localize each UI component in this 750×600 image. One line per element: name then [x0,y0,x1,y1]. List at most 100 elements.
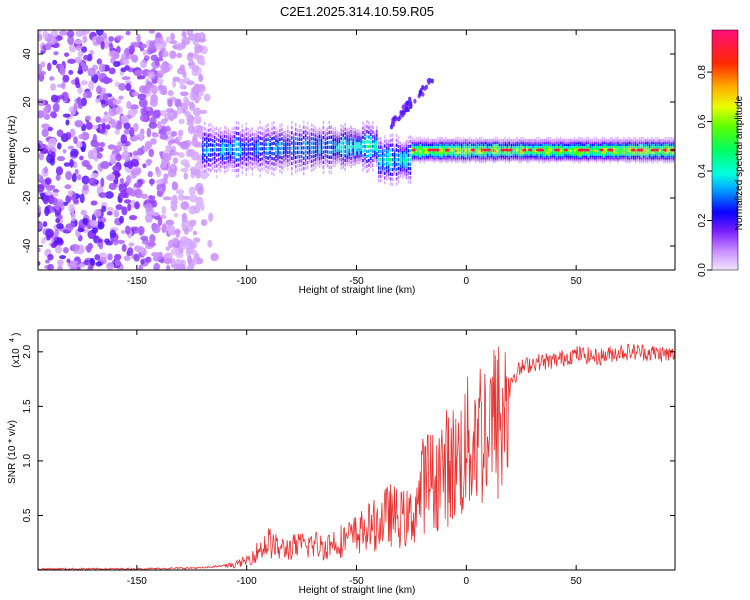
heatmap-cell [466,142,469,147]
heatmap-cell [304,130,307,134]
heatmap-cell [431,144,433,148]
heatmap-cell [573,154,576,158]
heatmap-cell [425,152,428,156]
heatmap-cell [514,142,516,147]
heatmap-cell [597,142,600,147]
heatmap-cell [599,156,601,160]
heatmap-cell [619,142,621,147]
heatmap-cell [601,156,603,160]
colorbar-tick-label: 0.2 [697,213,708,227]
heatmap-cell [478,148,481,152]
heatmap-cell [561,152,564,156]
heatmap-cell [421,84,425,90]
heatmap-cell [652,150,655,154]
heatmap-cell [334,152,337,157]
heatmap-cell [395,182,398,186]
heatmap-cell [300,137,303,142]
heatmap-cell [664,142,667,147]
heatmap-cell [334,134,337,138]
heatmap-cell [421,150,424,154]
heatmap-cell [223,161,226,165]
heatmap-cell [640,156,643,160]
heatmap-cell [368,154,370,158]
heatmap-cell [161,205,167,215]
heatmap-cell [528,159,530,164]
heatmap-cell [77,50,84,57]
heatmap-cell [510,146,513,150]
heatmap-cell [516,158,518,162]
heatmap-cell [211,152,214,157]
heatmap-cell [381,158,384,162]
heatmap-cell [291,125,293,130]
heatmap-cell [247,159,250,163]
heatmap-cell [472,142,475,147]
heatmap-cell [322,135,325,140]
heatmap-cell [215,169,218,173]
heatmap-cell [506,144,509,148]
heatmap-cell [300,133,303,137]
heatmap-cell [591,142,594,147]
heatmap-cell [283,138,285,143]
heatmap-cell [668,154,671,158]
heatmap-cell [524,150,526,154]
heatmap-cell [243,151,246,155]
heatmap-cell [217,152,220,157]
heatmap-cell [455,138,457,143]
heatmap-cell [619,158,621,162]
heatmap-cell [209,122,212,127]
heatmap-cell [421,154,424,158]
heatmap-cell [526,156,528,160]
heatmap-cell [156,57,164,62]
heatmap-cell [468,144,471,148]
heatmap-cell [245,142,248,146]
heatmap-cell [391,122,396,128]
heatmap-cell [502,158,505,162]
heatmap-cell [419,156,422,160]
heatmap-cell [621,146,623,150]
heatmap-cell [364,157,366,161]
heatmap-cell [447,140,449,145]
heatmap-cell [668,136,671,141]
heatmap-cell [211,129,214,134]
heatmap-cell [437,158,439,162]
heatmap-cell [265,155,267,160]
heatmap-cell [269,134,271,139]
heatmap-cell [567,152,570,156]
heatmap-cell [271,166,273,170]
heatmap-cell [387,143,390,147]
heatmap-cell [376,148,378,152]
heatmap-cell [593,156,596,160]
heatmap-cell [243,140,246,144]
heatmap-cell [662,146,665,150]
heatmap-cell [75,82,81,89]
heatmap-cell [609,138,611,143]
heatmap-cell [340,128,343,132]
heatmap-cell [310,146,313,150]
heatmap-cell [300,150,303,154]
heatmap-cell [611,152,613,156]
heatmap-cell [516,144,518,148]
heatmap-cell [360,142,362,146]
heatmap-cell [472,144,475,148]
heatmap-cell [330,160,333,165]
heatmap-cell [118,83,126,91]
heatmap-cell [461,159,463,164]
heatmap-cell [192,107,202,116]
heatmap-cell [551,148,554,152]
heatmap-cell [285,132,287,137]
heatmap-cell [441,152,443,156]
heatmap-cell [74,120,84,128]
heatmap-cell [314,157,317,162]
heatmap-cell [597,144,600,148]
heatmap-cell [285,153,287,157]
heatmap-cell [348,138,350,142]
heatmap-cell [557,146,560,150]
heatmap-cell [407,158,410,162]
heatmap-cell [165,246,171,251]
heatmap-cell [435,154,437,158]
heatmap-cell [425,144,428,148]
heatmap-cell [241,138,244,142]
heatmap-cell [350,164,352,168]
heatmap-cell [346,155,348,159]
heatmap-cell [245,157,248,161]
